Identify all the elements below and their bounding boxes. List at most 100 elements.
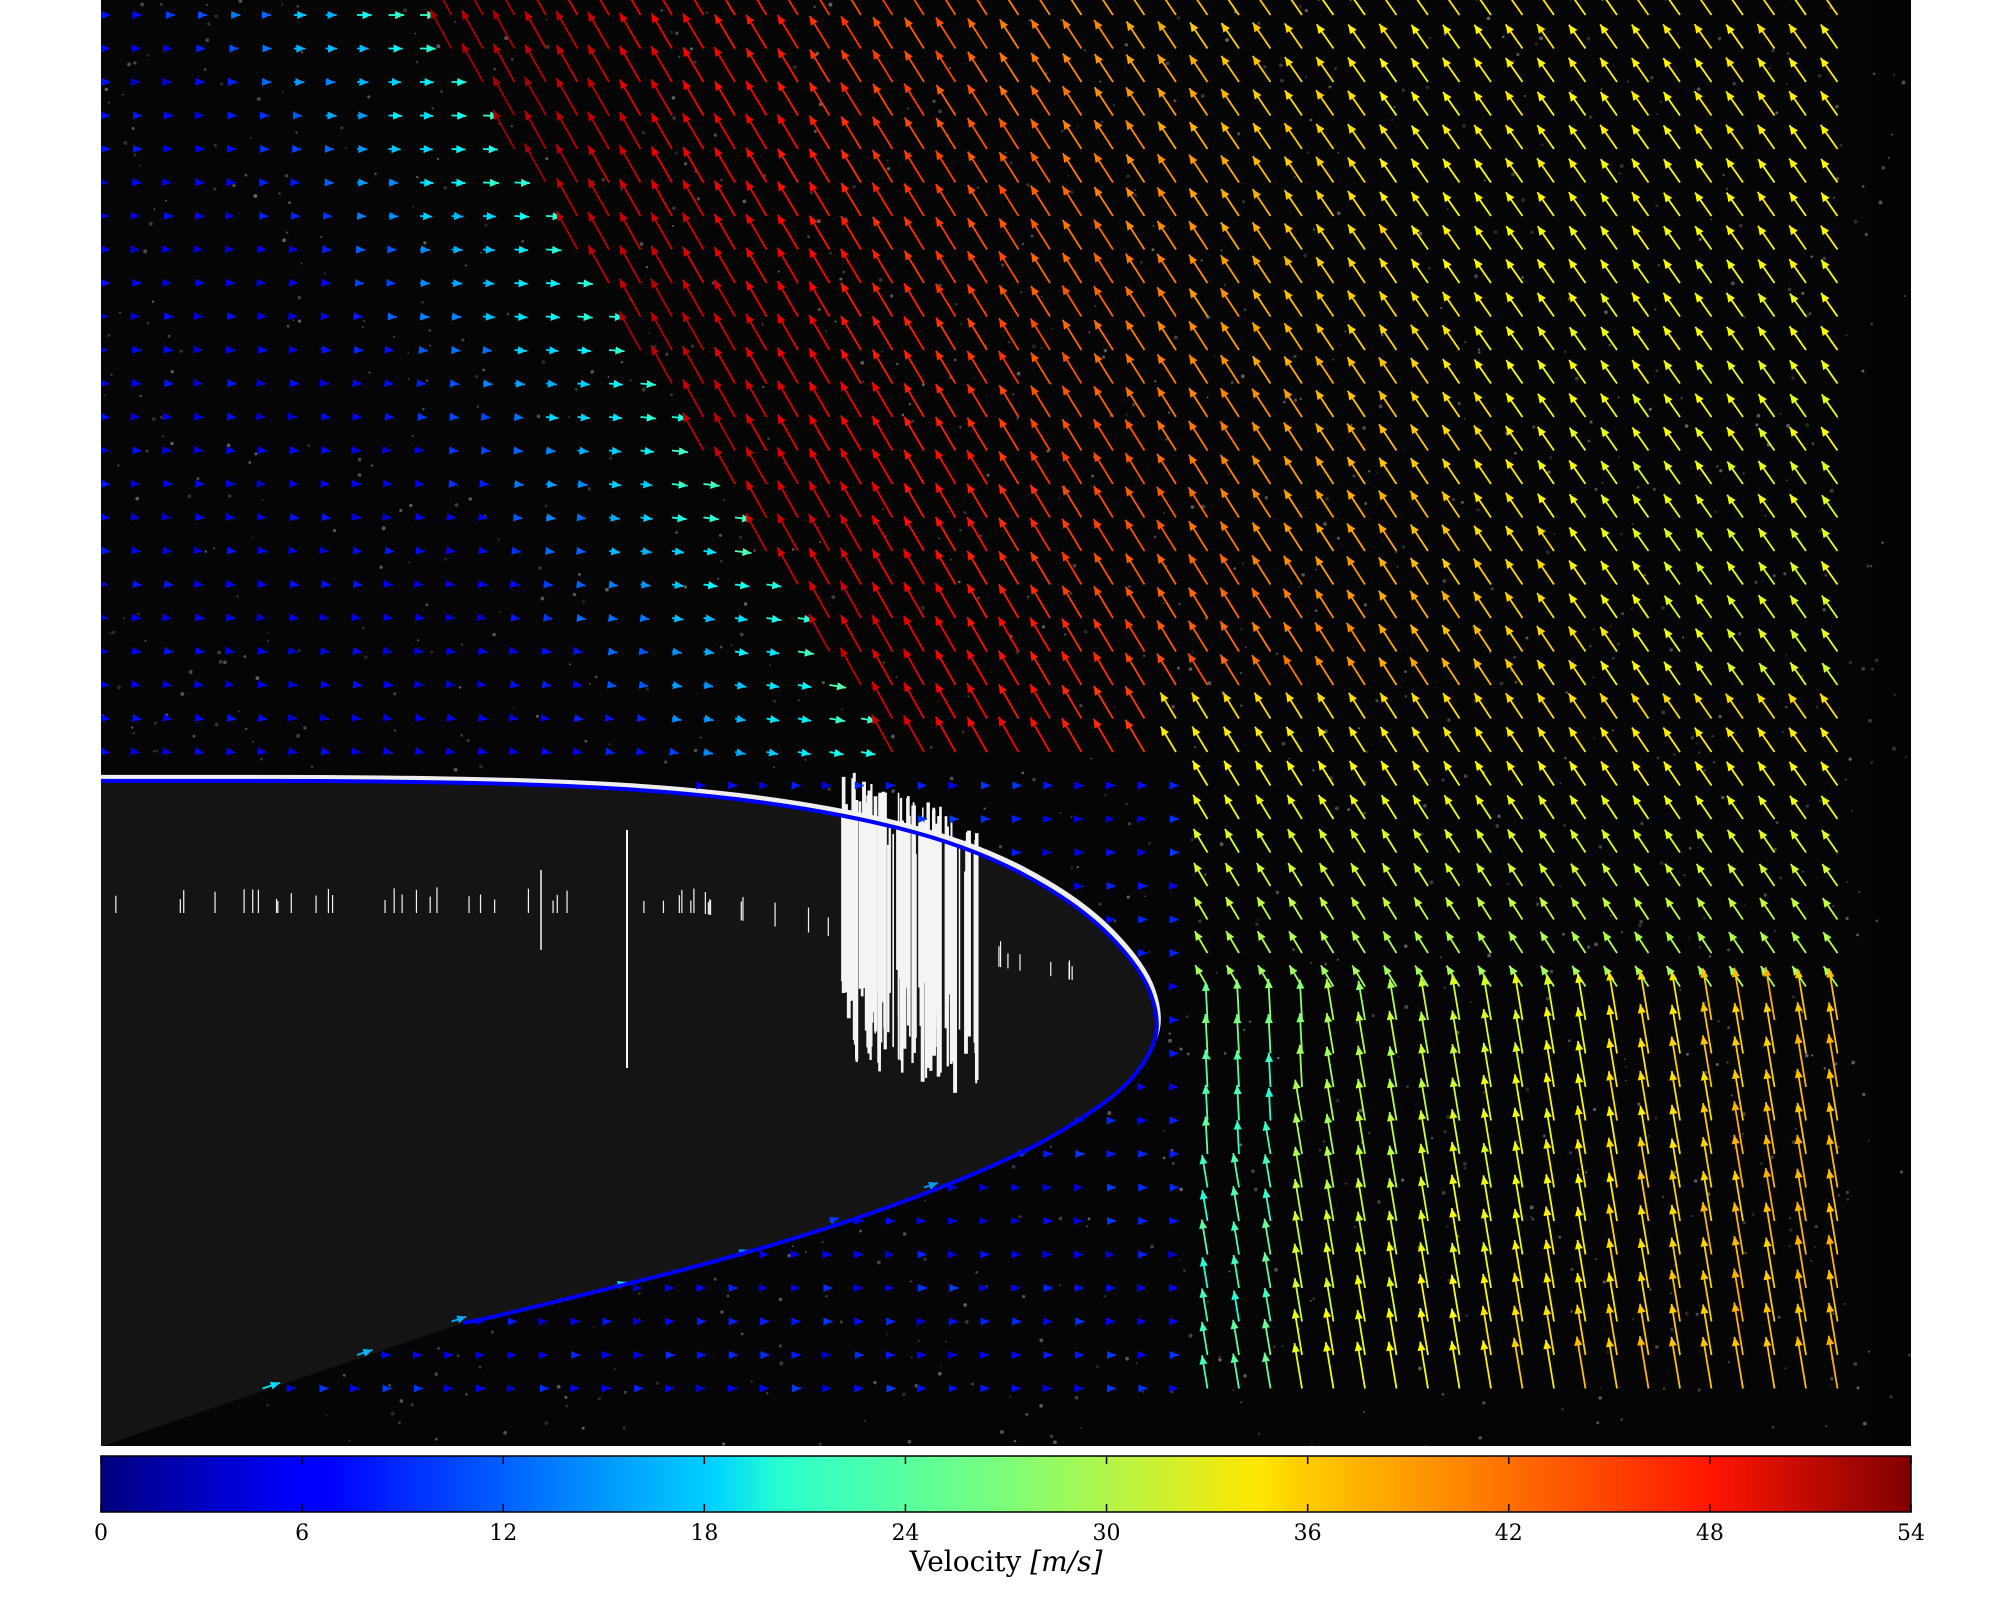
velocity-arrow	[650, 245, 673, 284]
speckle-dot	[1565, 691, 1569, 694]
velocity-arrow	[1481, 975, 1492, 1021]
speckle-dot	[196, 477, 200, 481]
velocity-arrow	[601, 1384, 611, 1393]
speckle-dot	[1592, 1107, 1597, 1112]
velocity-arrow	[555, 77, 579, 116]
velocity-arrow	[1537, 794, 1555, 820]
velocity-arrow	[1759, 931, 1776, 954]
velocity-arrow	[871, 381, 894, 418]
speckle-dot	[693, 748, 698, 753]
velocity-arrow	[1386, 1341, 1398, 1389]
velocity-arrow	[966, 151, 988, 183]
speckle-dot	[1637, 486, 1640, 489]
velocity-arrow	[966, 250, 988, 284]
velocity-arrow	[885, 1283, 895, 1293]
velocity-arrow	[354, 278, 365, 287]
velocity-arrow	[903, 682, 925, 719]
velocity-arrow	[356, 44, 369, 53]
velocity-arrow	[1125, 86, 1146, 116]
velocity-arrow	[1379, 191, 1398, 217]
velocity-arrow	[1790, 931, 1807, 954]
speckle-dot	[1525, 636, 1529, 640]
speckle-dot	[1846, 1198, 1849, 1201]
velocity-arrow	[871, 315, 894, 351]
velocity-arrow	[1188, 54, 1209, 83]
velocity-arrow	[966, 682, 988, 719]
velocity-arrow	[1763, 1069, 1776, 1121]
speckle-dot	[423, 241, 427, 245]
velocity-arrow	[1029, 418, 1051, 451]
velocity-arrow	[1732, 1069, 1744, 1121]
velocity-arrow	[445, 680, 455, 689]
speckle-dot	[1490, 587, 1495, 591]
velocity-arrow	[1137, 1116, 1147, 1125]
speckle-dot	[716, 577, 720, 580]
velocity-arrow	[1093, 585, 1114, 619]
velocity-arrow	[967, 18, 988, 49]
velocity-arrow	[194, 646, 205, 655]
speckle-dot	[902, 1392, 906, 1397]
velocity-arrow	[903, 515, 925, 552]
speckle-dot	[1903, 294, 1906, 298]
velocity-arrow	[1296, 1044, 1305, 1088]
speckle-dot	[1299, 5, 1302, 8]
velocity-arrow	[1168, 1082, 1178, 1092]
velocity-arrow	[1536, 225, 1555, 251]
velocity-arrow	[1169, 1350, 1179, 1360]
velocity-arrow	[1694, 57, 1713, 83]
velocity-arrow	[1473, 24, 1492, 50]
velocity-arrow	[101, 245, 110, 253]
velocity-arrow	[1011, 1350, 1021, 1360]
speckle-dot	[1088, 331, 1091, 334]
speckle-dot	[1893, 693, 1896, 696]
speckle-dot	[135, 496, 140, 501]
speckle-dot	[1693, 1179, 1698, 1183]
velocity-arrow	[1819, 693, 1839, 720]
speckle-dot	[456, 1354, 460, 1358]
speckle-dot	[536, 414, 541, 419]
speckle-dot	[1639, 920, 1643, 924]
speckle-dot	[1647, 1134, 1651, 1137]
speckle-dot	[1076, 865, 1079, 869]
velocity-arrow	[477, 579, 488, 588]
velocity-arrow	[1631, 560, 1650, 586]
velocity-arrow	[1315, 223, 1335, 251]
velocity-arrow	[934, 615, 957, 652]
velocity-arrow	[1696, 0, 1713, 16]
velocity-arrow	[194, 613, 205, 622]
velocity-arrow	[1029, 717, 1051, 753]
speckle-dot	[1469, 1001, 1472, 1003]
speckle-dot	[1725, 1060, 1729, 1064]
speckle-dot	[1673, 753, 1676, 756]
velocity-arrow	[130, 680, 141, 689]
velocity-arrow	[1219, 488, 1240, 518]
velocity-arrow	[1536, 157, 1555, 184]
velocity-arrow	[734, 681, 747, 690]
speckle-dot	[1508, 269, 1511, 271]
speckle-dot	[167, 334, 171, 338]
speckle-dot	[180, 691, 185, 696]
speckle-dot	[1654, 1116, 1658, 1120]
speckle-dot	[791, 1245, 794, 1247]
velocity-arrow	[756, 0, 768, 16]
speckle-dot	[151, 417, 156, 421]
velocity-arrow	[882, 0, 894, 16]
velocity-arrow	[1568, 659, 1587, 686]
velocity-arrow	[1315, 389, 1335, 418]
velocity-arrow	[1264, 1014, 1273, 1054]
velocity-arrow	[966, 84, 988, 116]
velocity-arrow	[703, 581, 718, 590]
speckle-dot	[104, 87, 109, 92]
speckle-dot	[1191, 651, 1194, 654]
speckle-dot	[1730, 1094, 1733, 1097]
velocity-arrow	[1568, 393, 1587, 418]
velocity-arrow	[508, 646, 519, 655]
speckle-dot	[1251, 1169, 1255, 1174]
speckle-dot	[1347, 808, 1351, 812]
velocity-arrow	[225, 747, 236, 756]
speckle-dot	[492, 632, 496, 637]
velocity-arrow	[1662, 91, 1681, 117]
velocity-arrow	[540, 713, 550, 722]
velocity-arrow	[1763, 1134, 1776, 1188]
speckle-dot	[1425, 85, 1430, 90]
